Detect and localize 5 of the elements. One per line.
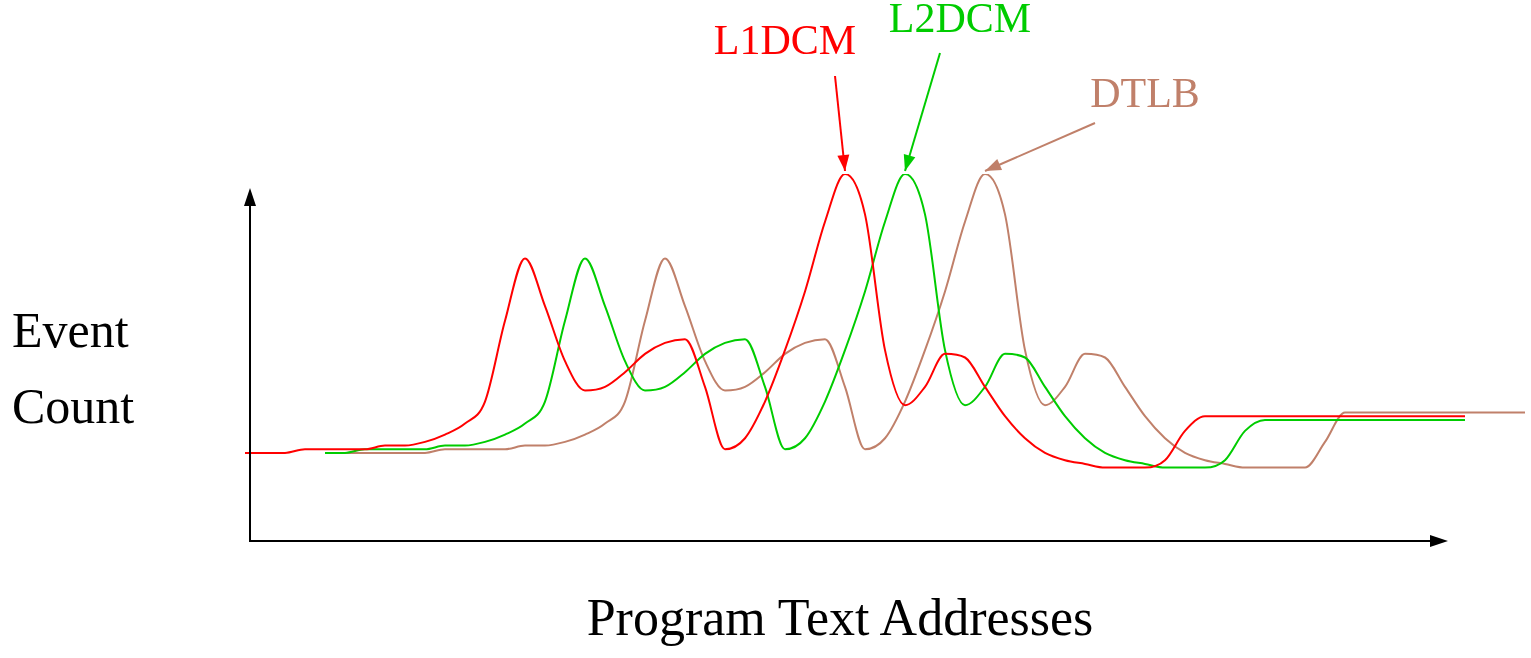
text: L2DCM (888, 0, 1032, 42)
y-axis-title: Event Count (12, 301, 136, 436)
text: DTLB (1090, 70, 1200, 117)
x-axis-title: Program Text Addresses (585, 588, 1095, 648)
text: L1DCM (713, 17, 857, 64)
